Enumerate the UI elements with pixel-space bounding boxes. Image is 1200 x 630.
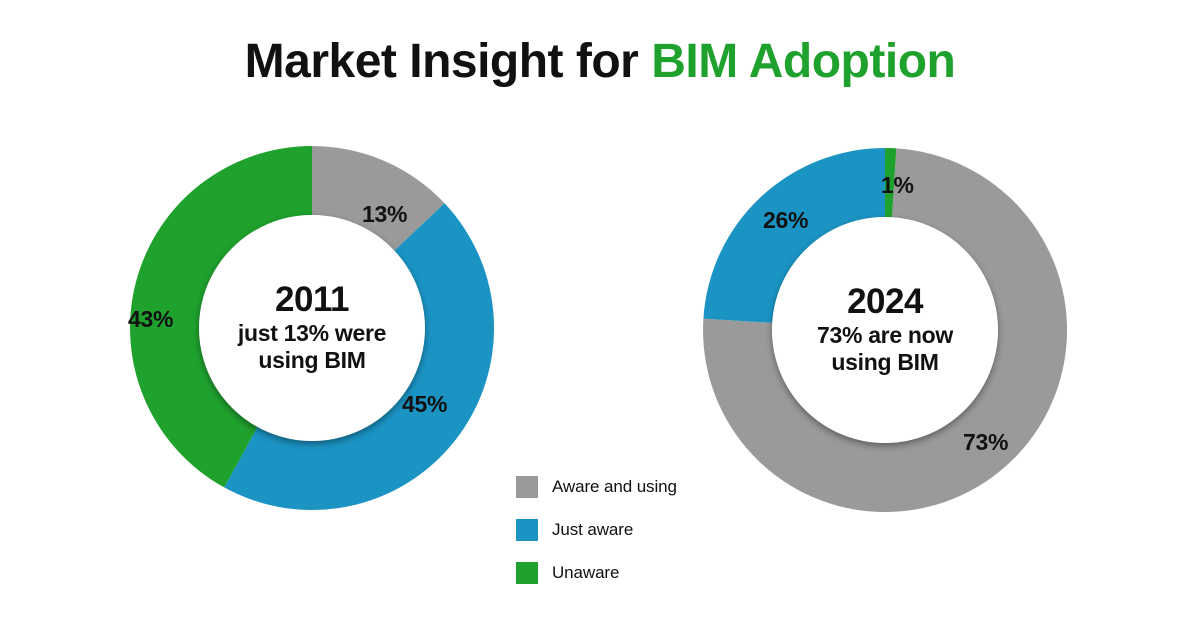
donut-2024-caption-line-2: using BIM	[831, 349, 939, 375]
donut-2024-caption-line-1: 73% are now	[816, 322, 954, 349]
legend-item-just-aware[interactable]: Just aware	[516, 519, 677, 541]
legend-label-just-aware: Just aware	[552, 520, 634, 539]
donut-2011-svg	[130, 146, 494, 510]
donut-2011-value-aware-and-using: 13%	[362, 201, 408, 227]
legend-label-aware-and-using: Aware and using	[552, 477, 677, 496]
donut-2024-slice-unaware[interactable]	[885, 148, 897, 218]
donut-2011-caption-line-2: using BIM	[258, 347, 366, 373]
donut-2011-year: 2011	[275, 280, 349, 320]
legend-swatch-unaware	[516, 562, 538, 584]
donut-2011-value-unaware: 43%	[128, 306, 174, 332]
donut-2024-value-unaware: 1%	[881, 172, 914, 198]
donut-2011-slice-just-aware[interactable]	[224, 203, 494, 510]
donut-2011-slice-unaware[interactable]	[130, 146, 312, 488]
legend: Aware and using Just aware Unaware	[516, 476, 677, 584]
legend-swatch-aware-and-using	[516, 476, 538, 498]
donut-2011-center-label: 2011 just 13% were using BIM	[199, 215, 425, 441]
donut-2024-slice-aware-and-using[interactable]	[703, 148, 1067, 512]
donut-2024-slice-just-aware[interactable]	[703, 148, 885, 323]
donut-2024-center-label: 2024 73% are now using BIM	[772, 217, 998, 443]
legend-swatch-just-aware	[516, 519, 538, 541]
legend-item-unaware[interactable]: Unaware	[516, 562, 677, 584]
donut-chart-2011: 2011 just 13% were using BIM 13% 45% 43%	[128, 146, 494, 510]
legend-label-unaware: Unaware	[552, 563, 620, 582]
donut-2024-year: 2024	[847, 282, 923, 322]
legend-item-aware-and-using[interactable]: Aware and using	[516, 476, 677, 498]
page-title-lead: Market Insight for	[244, 35, 652, 88]
donut-2011-caption-line-1: just 13% were	[237, 320, 387, 347]
donut-2024-svg	[703, 148, 1067, 512]
donut-chart-2024: 2024 73% are now using BIM 1% 26% 73%	[703, 148, 1067, 512]
donut-2011-value-just-aware: 45%	[402, 391, 448, 417]
donut-2024-value-aware-and-using: 73%	[963, 429, 1009, 455]
page-title-accent: BIM Adoption	[651, 35, 956, 88]
page-title: Market Insight for BIM Adoption	[0, 35, 1200, 89]
donut-2011-slice-aware-and-using[interactable]	[312, 146, 445, 251]
donut-2024-value-just-aware: 26%	[763, 207, 809, 233]
